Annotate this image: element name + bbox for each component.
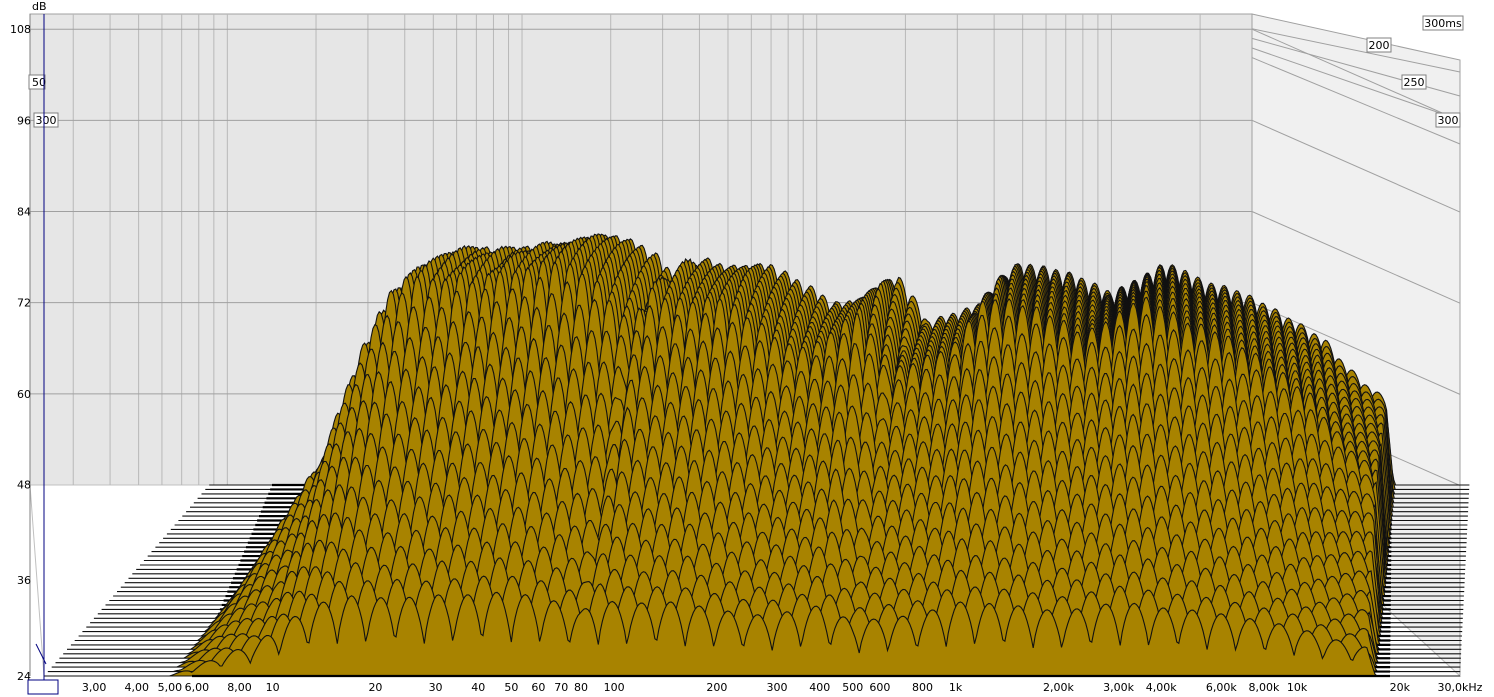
x-tick-label: 400 [809,681,830,694]
x-tick-label: 50 [504,681,518,694]
time-label-box-300-right [1435,112,1461,128]
y-tick-label: 96 [17,114,31,127]
time-label-250: 250 [1404,76,1425,89]
y-axis-unit: dB [32,0,47,13]
x-tick-label: 80 [574,681,588,694]
x-tick-label: 3,00k [1103,681,1134,694]
time-label-300ms: 300ms [1424,17,1462,30]
x-tick-label: 3,00 [82,681,107,694]
x-tick-label: 6,00 [185,681,210,694]
time-label-box-300-left [33,112,59,128]
x-tick-label: 8,00k [1249,681,1280,694]
y-tick-label: 72 [17,297,31,310]
x-tick-label: 60 [531,681,545,694]
x-tick-label: 40 [471,681,485,694]
x-tick-label: 2,00k [1043,681,1074,694]
x-tick-label: 10 [266,681,280,694]
y-tick-label: 108 [10,23,31,36]
x-tick-label: 300 [767,681,788,694]
x-tick-label: 30 [429,681,443,694]
waterfall-slice [44,591,1460,677]
y-tick-label: 84 [17,206,31,219]
x-tick-label: 800 [912,681,933,694]
x-tick-label: 30,0kHz [1438,681,1483,694]
x-tick-label: 200 [706,681,727,694]
x-tick-label: 8,00 [227,681,252,694]
x-tick-label: 500 [842,681,863,694]
time-label-box-250 [1401,74,1427,90]
x-tick-label: 4,00k [1146,681,1177,694]
time-label-50-left: 50 [32,76,46,89]
y-tick-label: 36 [17,574,31,587]
time-label-box-50-left [28,74,46,90]
cursor-frequency-box[interactable] [27,679,59,695]
x-tick-label: 100 [604,681,625,694]
x-tick-label: 70 [554,681,568,694]
x-tick-label: 6,00k [1206,681,1237,694]
x-tick-label: 20 [368,681,382,694]
time-label-300-right: 300 [1438,114,1459,127]
y-tick-label: 60 [17,388,31,401]
x-tick-label: 4,00 [125,681,150,694]
x-tick-label: 5,00 [158,681,183,694]
waterfall-slices [44,233,1470,678]
x-tick-label: 20k [1390,681,1411,694]
x-tick-label: 10k [1287,681,1308,694]
chart-axes: 108968472604836242,143,004,005,006,008,0… [10,14,1483,694]
x-tick-label: 1k [949,681,963,694]
time-label-box-300ms [1422,15,1464,31]
cursor-marker [35,643,47,665]
time-label-200: 200 [1369,39,1390,52]
x-tick-label: 600 [869,681,890,694]
time-label-box-200 [1366,37,1392,53]
y-tick-label: 48 [17,478,31,491]
time-label-300-left: 300 [36,114,57,127]
